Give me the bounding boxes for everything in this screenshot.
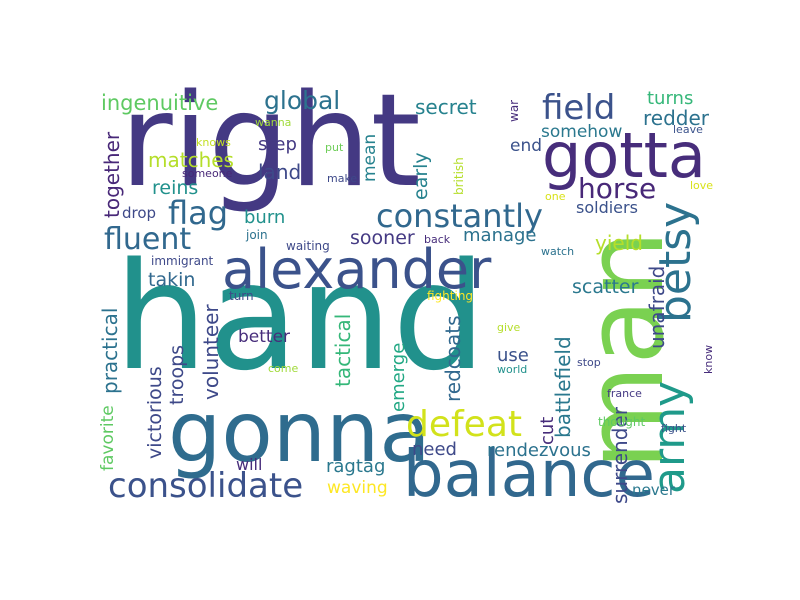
word-early: early	[410, 152, 432, 200]
word-redder: redder	[643, 106, 710, 130]
word-back: back	[424, 233, 451, 246]
word-consolidate: consolidate	[108, 466, 304, 506]
word-british: british	[452, 157, 466, 195]
word-come: come	[268, 362, 299, 375]
word-gotta: gotta	[542, 119, 706, 192]
word-war: war	[507, 99, 521, 122]
word-gonna: gonna	[168, 383, 431, 481]
word-ingenuitive: ingenuitive	[101, 91, 219, 115]
word-secret: secret	[415, 95, 477, 119]
word-thought: thought	[598, 415, 646, 429]
word-rendezvous: rendezvous	[487, 440, 591, 461]
word-field: field	[542, 88, 616, 128]
word-victorious: victorious	[144, 366, 166, 459]
word-sooner: sooner	[350, 227, 415, 249]
word-give: give	[497, 321, 521, 334]
word-redcoats: redcoats	[441, 315, 465, 402]
word-ragtag: ragtag	[326, 456, 386, 477]
word-flag: flag	[168, 194, 229, 232]
word-never: never	[632, 481, 676, 499]
word-turns: turns	[647, 88, 694, 109]
word-burn: burn	[244, 207, 286, 228]
word-knows: knows	[196, 136, 231, 149]
word-drop: drop	[122, 204, 157, 222]
word-need: need	[412, 439, 457, 460]
word-join: join	[246, 228, 268, 242]
word-turn: turn	[229, 289, 254, 303]
word-volunteer: volunteer	[199, 304, 223, 400]
word-mean: mean	[360, 133, 380, 182]
word-somehow: somehow	[541, 122, 623, 142]
word-end: end	[510, 136, 543, 156]
word-waving: waving	[327, 478, 388, 498]
word-soldiers: soldiers	[576, 198, 638, 217]
word-know: know	[702, 344, 715, 374]
word-one: one	[545, 190, 566, 203]
word-stop: stop	[577, 356, 601, 369]
word-practical: practical	[98, 307, 122, 394]
word-immigrant: immigrant	[151, 254, 214, 268]
word-troops: troops	[166, 344, 188, 405]
word-leave: leave	[673, 123, 703, 136]
word-together: together	[100, 131, 124, 218]
word-horse: horse	[578, 172, 657, 205]
word-wanna: wanna	[255, 116, 292, 129]
word-step: step	[258, 134, 297, 155]
word-someone: someone	[182, 167, 233, 180]
word-yield: yield	[595, 231, 643, 255]
word-use: use	[497, 345, 529, 366]
word-army: army	[644, 380, 695, 494]
word-tactical: tactical	[331, 313, 355, 387]
word-will: will	[236, 455, 263, 474]
word-better: better	[238, 327, 291, 347]
word-put: put	[325, 141, 344, 154]
word-takin: takin	[148, 269, 196, 291]
word-land: land	[258, 160, 302, 184]
word-balance: balance	[403, 438, 655, 512]
word-alexander: alexander	[222, 238, 492, 301]
word-defeat: defeat	[406, 404, 522, 445]
word-waiting: waiting	[286, 239, 330, 253]
word-make: make	[327, 172, 358, 185]
word-france: france	[607, 387, 642, 400]
word-reins: reins	[152, 177, 199, 199]
word-constantly: constantly	[376, 197, 543, 235]
word-love: love	[690, 179, 714, 192]
word-manage: manage	[463, 225, 537, 246]
word-right: right	[120, 67, 421, 216]
word-hand: hand	[114, 231, 487, 403]
word-fight: fight	[661, 422, 687, 435]
word-fluent: fluent	[104, 222, 192, 257]
word-matches: matches	[148, 148, 234, 172]
word-global: global	[264, 86, 341, 115]
word-unafraid: unafraid	[645, 265, 669, 349]
word-favorite: favorite	[98, 405, 118, 471]
word-fighting: fighting	[427, 289, 474, 303]
word-world: world	[497, 363, 528, 376]
word-watch: watch	[541, 245, 575, 258]
word-scatter: scatter	[572, 276, 639, 298]
word-emerge: emerge	[388, 342, 409, 412]
